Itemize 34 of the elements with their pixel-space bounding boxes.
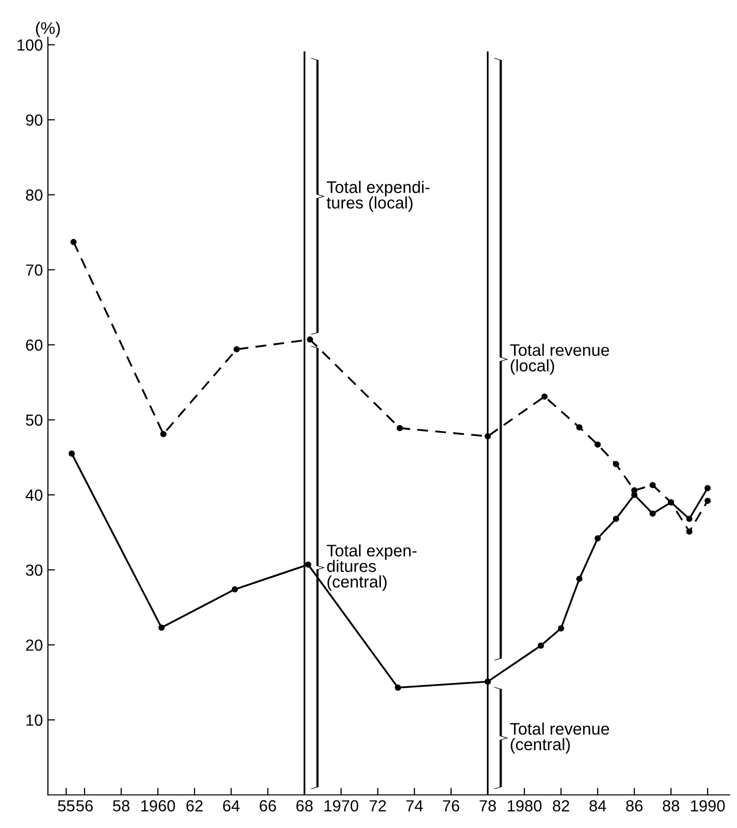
x-tick-label: 1990: [691, 800, 725, 812]
annotation: Total expendi- tures (local): [326, 180, 430, 212]
y-tick-label: 30: [26, 564, 42, 576]
x-tick-label: 56: [76, 800, 93, 812]
y-tick-label: 20: [26, 639, 42, 651]
annotation: Total revenue (local): [510, 344, 610, 375]
y-tick-label: 90: [26, 114, 42, 126]
x-tick-label: 68: [296, 800, 313, 812]
x-tick-label: 74: [406, 800, 423, 812]
y-axis-title: (%): [36, 22, 60, 38]
y-tick-label: 10: [26, 714, 42, 726]
annotation: Total expen- ditures (central): [326, 544, 417, 591]
x-tick-label: 64: [223, 800, 240, 812]
x-tick-label: 58: [112, 800, 130, 812]
x-tick-label: 88: [662, 800, 680, 812]
y-tick-label: 80: [26, 189, 42, 201]
annotation: Total revenue (central): [510, 722, 610, 754]
x-tick-label: 55: [58, 800, 74, 812]
x-tick-label: 62: [186, 800, 203, 812]
x-tick-label: 84: [589, 800, 606, 812]
x-tick-label: 1980: [508, 800, 542, 812]
x-tick-label: 66: [260, 800, 276, 812]
x-tick-label: 86: [626, 800, 643, 812]
x-tick-label: 78: [480, 800, 496, 812]
x-tick-label: 72: [370, 800, 386, 812]
y-tick-label: 60: [26, 339, 42, 351]
x-tick-label: 1960: [141, 800, 176, 812]
x-tick-label: 82: [552, 800, 570, 812]
x-tick-label: 1970: [324, 800, 358, 812]
y-tick-label: 50: [26, 414, 42, 426]
x-tick-label: 76: [443, 800, 460, 812]
y-tick-label: 70: [26, 264, 42, 276]
y-tick-label: 40: [26, 489, 42, 501]
y-tick-label: 100: [18, 39, 42, 51]
